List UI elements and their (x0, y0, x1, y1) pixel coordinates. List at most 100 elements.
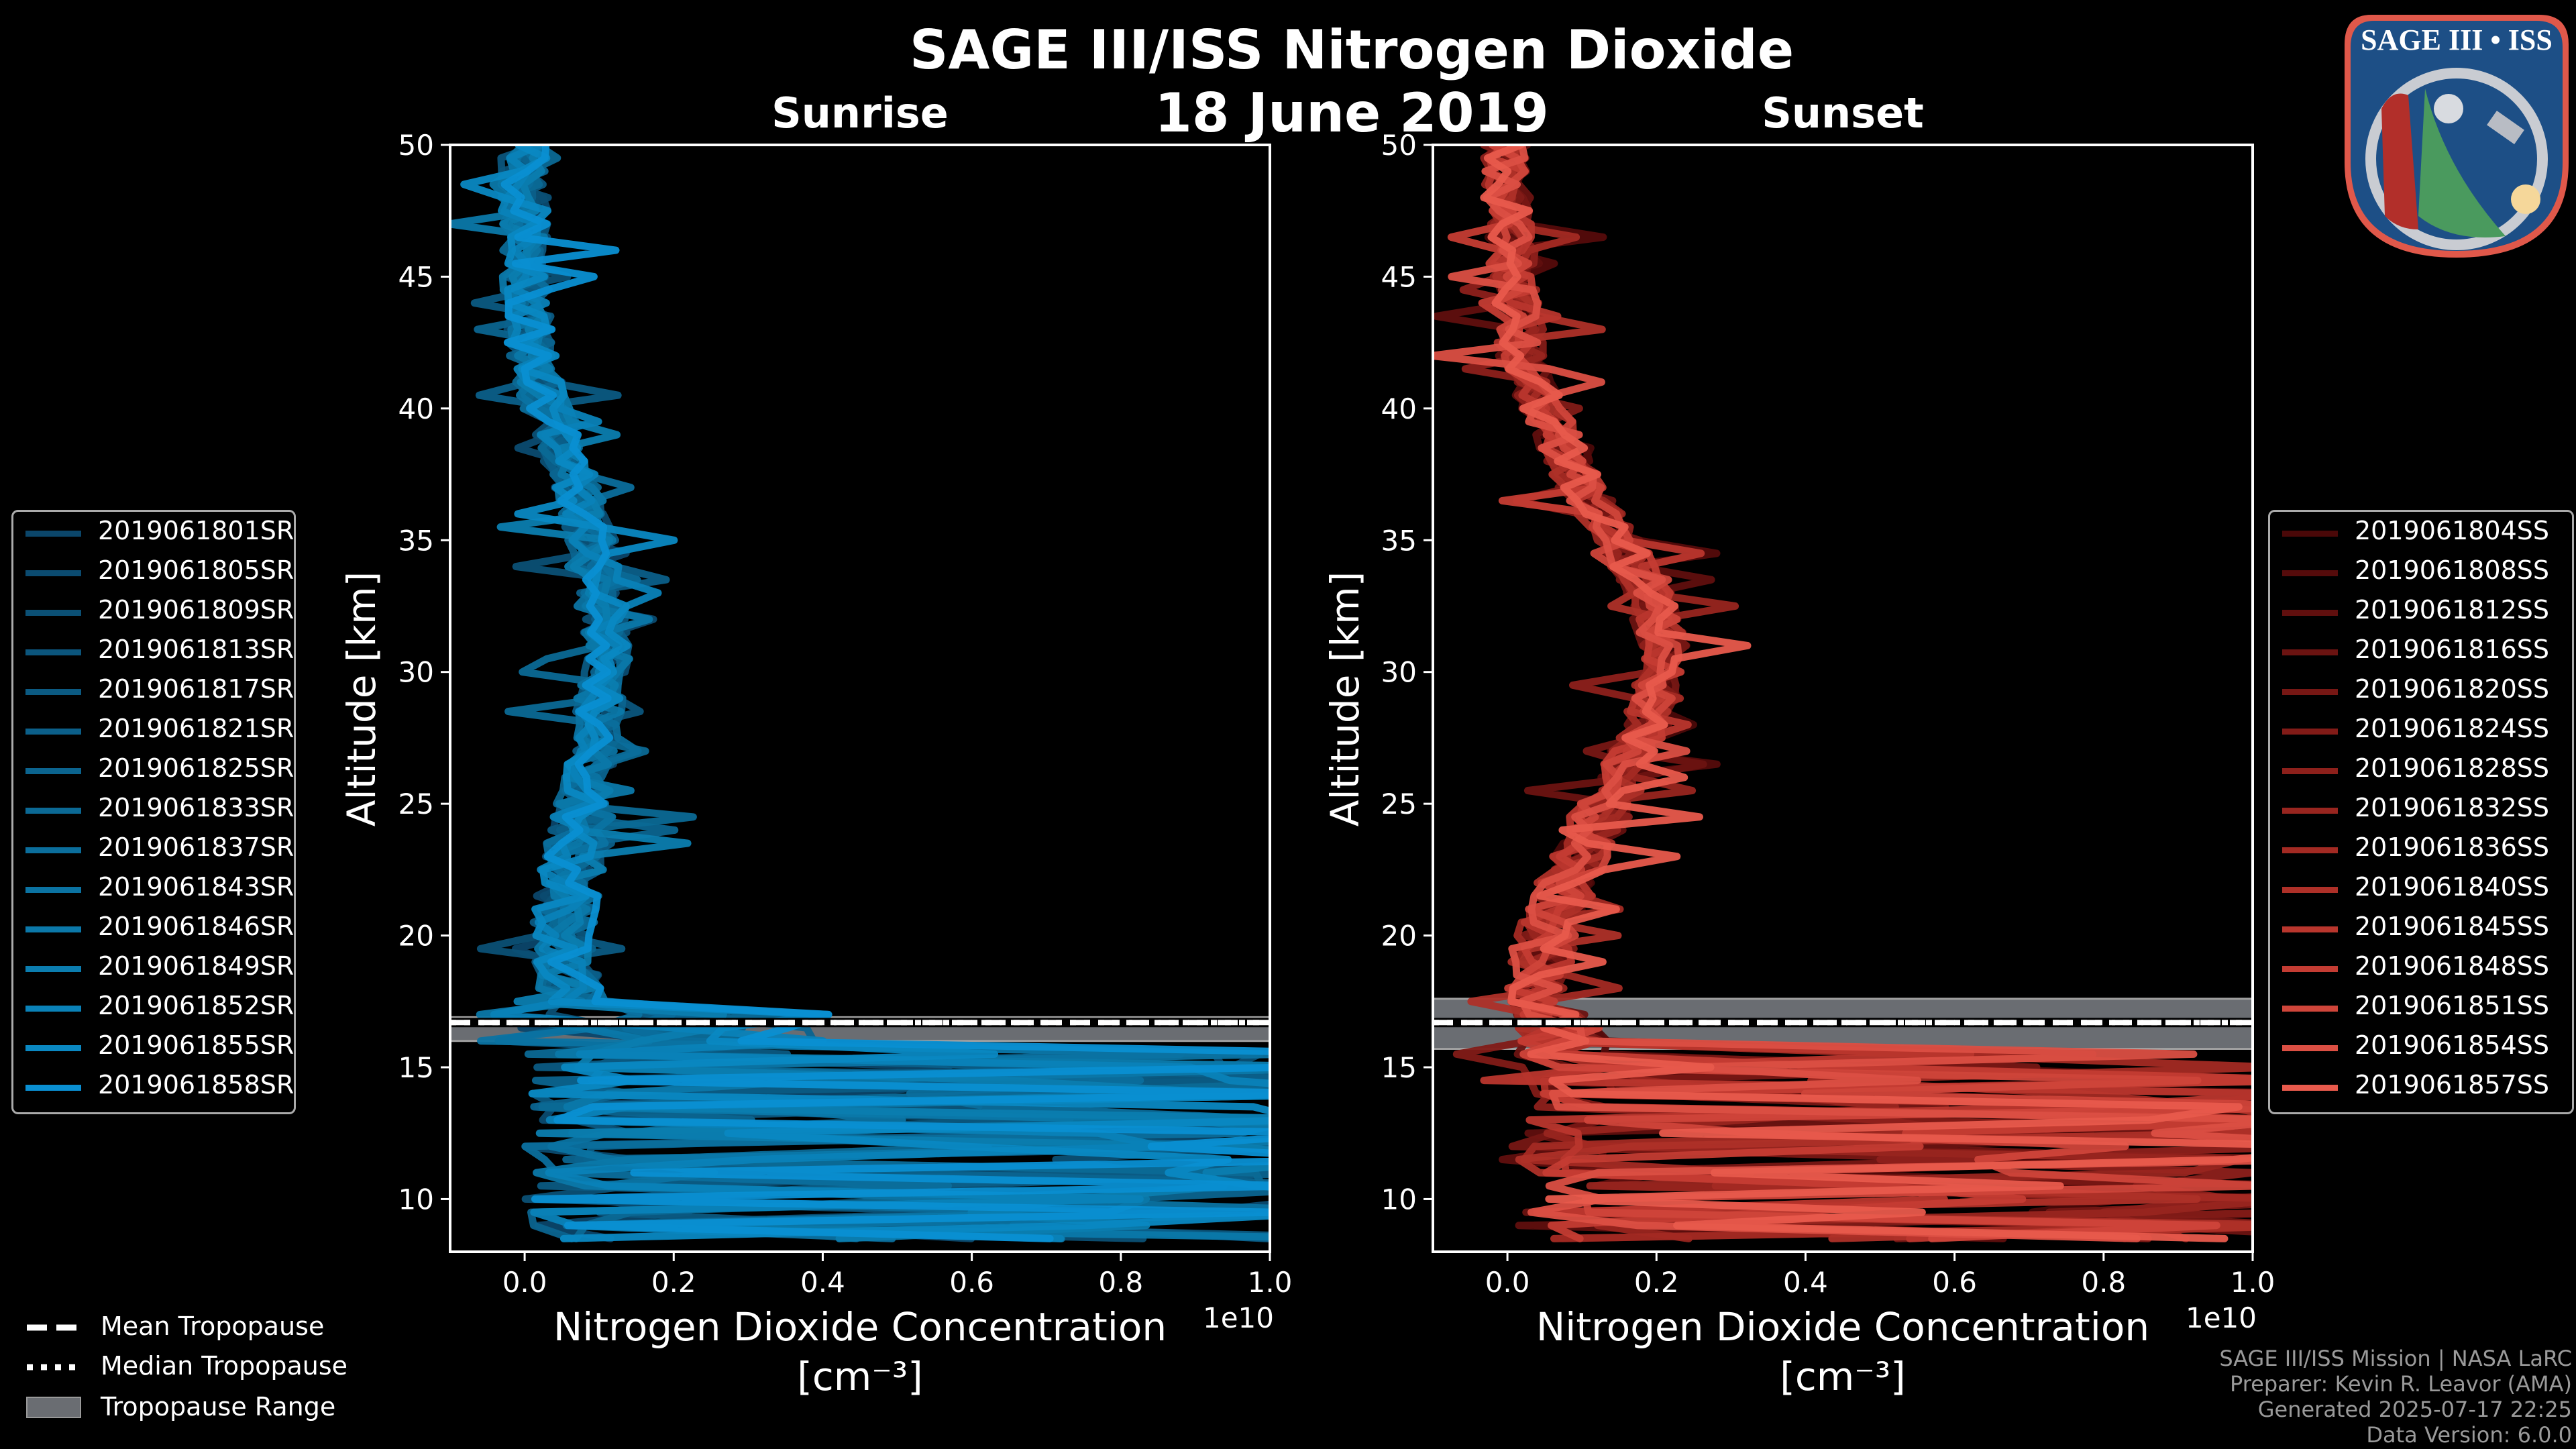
plot-area (1433, 145, 2253, 1242)
legend-swatch (2282, 966, 2338, 972)
footer-mission: SAGE III/ISS Mission | NASA LaRC (2219, 1346, 2572, 1371)
legend-entry: 2019061805SR (13, 553, 294, 592)
legend-label: 2019061858SR (98, 1070, 294, 1099)
legend-swatch (25, 1085, 81, 1091)
legend-label: 2019061805SR (98, 555, 294, 585)
sunrise-panel: 0.0 0.2 0.4 0.6 0.8 1.0 10 15 20 25 30 35 40 45 50 (398, 129, 1293, 1299)
legend-entry: 2019061846SR (13, 909, 294, 949)
x-tick-label: 0.4 (800, 1266, 845, 1299)
legend-label: 2019061848SS (2355, 951, 2550, 981)
x-tick-label: 1.0 (2231, 1266, 2275, 1299)
legend-label: 2019061854SS (2355, 1030, 2550, 1060)
x-tick-label: 0.2 (1634, 1266, 1679, 1299)
legend-entry: 2019061820SS (2270, 672, 2572, 711)
footer-data-version: Data Version: 6.0.0 (2366, 1422, 2572, 1448)
y-tick-label: 20 (398, 920, 434, 953)
axes-frame (449, 144, 1271, 1253)
legend-label: 2019061852SR (98, 991, 294, 1020)
legend-label: 2019061824SS (2355, 714, 2550, 743)
legend-swatch (2282, 570, 2338, 576)
sunset-x-axis-unit: [cm⁻³] (1780, 1354, 1906, 1399)
legend-swatch (2282, 531, 2338, 537)
legend-entry: 2019061836SS (2270, 830, 2572, 869)
x-tick-label: 0.4 (1783, 1266, 1828, 1299)
legend-entry: 2019061837SR (13, 830, 294, 869)
legend-label: 2019061813SR (98, 635, 294, 664)
legend-label: 2019061817SR (98, 674, 294, 704)
legend-entry: 2019061854SS (2270, 1028, 2572, 1067)
legend-entry: 2019061828SS (2270, 751, 2572, 790)
legend-label: 2019061821SR (98, 714, 294, 743)
legend-entry: 2019061855SR (13, 1028, 294, 1067)
x-tick-label: 0.0 (1485, 1266, 1530, 1299)
legend-label: 2019061837SR (98, 833, 294, 862)
legend-entry: 2019061812SS (2270, 592, 2572, 632)
sunrise-x-axis-unit: [cm⁻³] (797, 1354, 923, 1399)
legend-label: 2019061840SS (2355, 872, 2550, 902)
legend-label: 2019061846SR (98, 912, 294, 941)
legend-label: 2019061833SR (98, 793, 294, 822)
legend-label: 2019061809SR (98, 595, 294, 625)
sunset-panel-title: Sunset (1762, 89, 1924, 138)
plot-area (450, 145, 1270, 1242)
legend-entry: 2019061851SS (2270, 988, 2572, 1028)
legend-label: 2019061825SR (98, 753, 294, 783)
tropopause-legend-swatches (26, 1324, 81, 1418)
legend-entry: 2019061809SR (13, 592, 294, 632)
legend-entry: 2019061808SS (2270, 553, 2572, 592)
legend-entry: 2019061813SR (13, 632, 294, 672)
legend-swatch (2282, 1006, 2338, 1012)
y-tick-label: 30 (398, 656, 434, 689)
x-tick-label: 0.8 (1098, 1266, 1143, 1299)
median-tropopause-label: Median Tropopause (101, 1351, 347, 1381)
legend-swatch (25, 808, 81, 814)
legend-swatch (2282, 847, 2338, 853)
legend-label: 2019061816SS (2355, 635, 2550, 664)
legend-swatch (25, 531, 81, 537)
tropopause-range-label: Tropopause Range (101, 1392, 336, 1421)
legend-swatch (25, 926, 81, 932)
y-tick-label: 40 (1381, 392, 1417, 425)
sunrise-legend: 2019061801SR 2019061805SR 2019061809SR 2019… (11, 510, 296, 1114)
legend-entry: 2019061840SS (2270, 869, 2572, 909)
x-tick-label: 0.8 (2081, 1266, 2126, 1299)
y-tick-label: 35 (1381, 524, 1417, 557)
legend-swatch (25, 966, 81, 972)
legend-swatch (25, 887, 81, 893)
sunrise-panel-title: Sunrise (771, 89, 949, 138)
legend-label: 2019061845SS (2355, 912, 2550, 941)
legend-entry: 2019061848SS (2270, 949, 2572, 988)
legend-swatch (25, 610, 81, 616)
figure-title: SAGE III/ISS Nitrogen Dioxide (909, 19, 1794, 81)
legend-entry: 2019061821SR (13, 711, 294, 751)
legend-label: 2019061836SS (2355, 833, 2550, 862)
legend-swatch (25, 689, 81, 695)
sunrise-x-offset-label: 1e10 (1203, 1301, 1275, 1334)
sunset-x-axis-label: Nitrogen Dioxide Concentration (1536, 1304, 2150, 1350)
profile-line-2019061858SR (500, 145, 1270, 1242)
legend-swatch (25, 649, 81, 655)
legend-label: 2019061812SS (2355, 595, 2550, 625)
legend-entry: 2019061801SR (13, 513, 294, 553)
tropopause-range-swatch (26, 1397, 81, 1418)
legend-swatch (25, 729, 81, 735)
legend-entry: 2019061849SR (13, 949, 294, 988)
x-tick-label: 0.0 (502, 1266, 547, 1299)
x-tick-label: 1.0 (1248, 1266, 1293, 1299)
legend-swatch (2282, 926, 2338, 932)
y-tick-label: 15 (398, 1051, 434, 1084)
y-tick-label: 45 (398, 260, 434, 293)
y-tick-label: 25 (398, 788, 434, 820)
y-tick-label: 30 (1381, 656, 1417, 689)
legend-label: 2019061843SR (98, 872, 294, 902)
legend-label: 2019061808SS (2355, 555, 2550, 585)
sunset-legend: 2019061804SS 2019061808SS 2019061812SS 2019… (2268, 510, 2574, 1114)
x-tick-label: 0.6 (949, 1266, 994, 1299)
profile-line-2019061857SS (1480, 145, 2253, 1242)
legend-label: 2019061832SS (2355, 793, 2550, 822)
y-tick-label: 40 (398, 392, 434, 425)
legend-swatch (2282, 1085, 2338, 1091)
legend-entry: 2019061816SS (2270, 632, 2572, 672)
legend-label: 2019061857SS (2355, 1070, 2550, 1099)
